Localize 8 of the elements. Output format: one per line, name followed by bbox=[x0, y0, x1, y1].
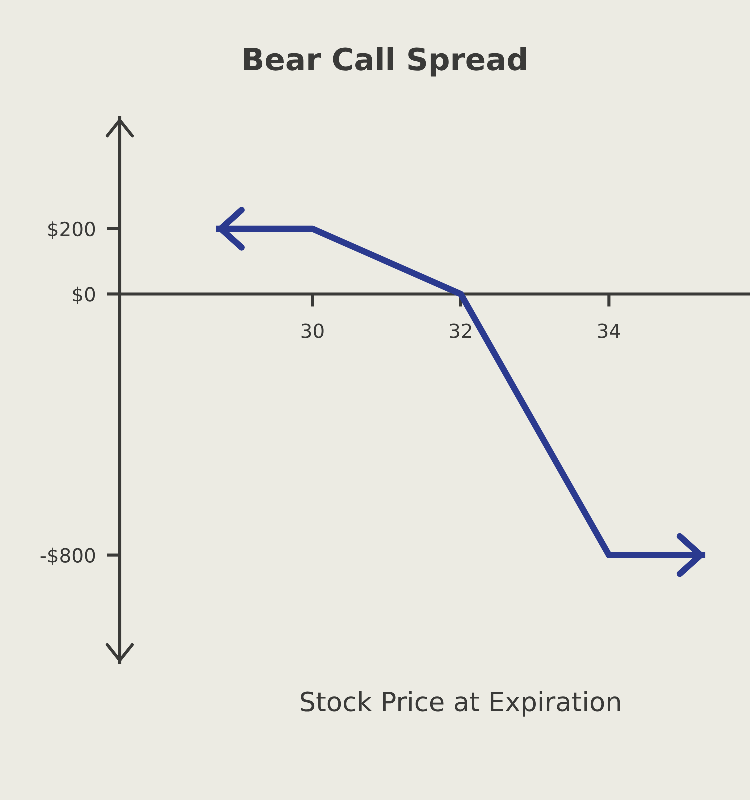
x-axis-title: Stock Price at Expiration bbox=[301, 691, 620, 717]
chart-title: Bear Call Spread bbox=[244, 47, 526, 77]
x-tick-label: 32 bbox=[450, 324, 472, 338]
y-tick-label: -$800 bbox=[40, 548, 96, 566]
x-tick-label: 30 bbox=[302, 324, 324, 338]
x-tick-label: 34 bbox=[598, 324, 620, 338]
y-tick-label: $200 bbox=[48, 222, 96, 240]
y-tick-label: $0 bbox=[73, 286, 96, 304]
